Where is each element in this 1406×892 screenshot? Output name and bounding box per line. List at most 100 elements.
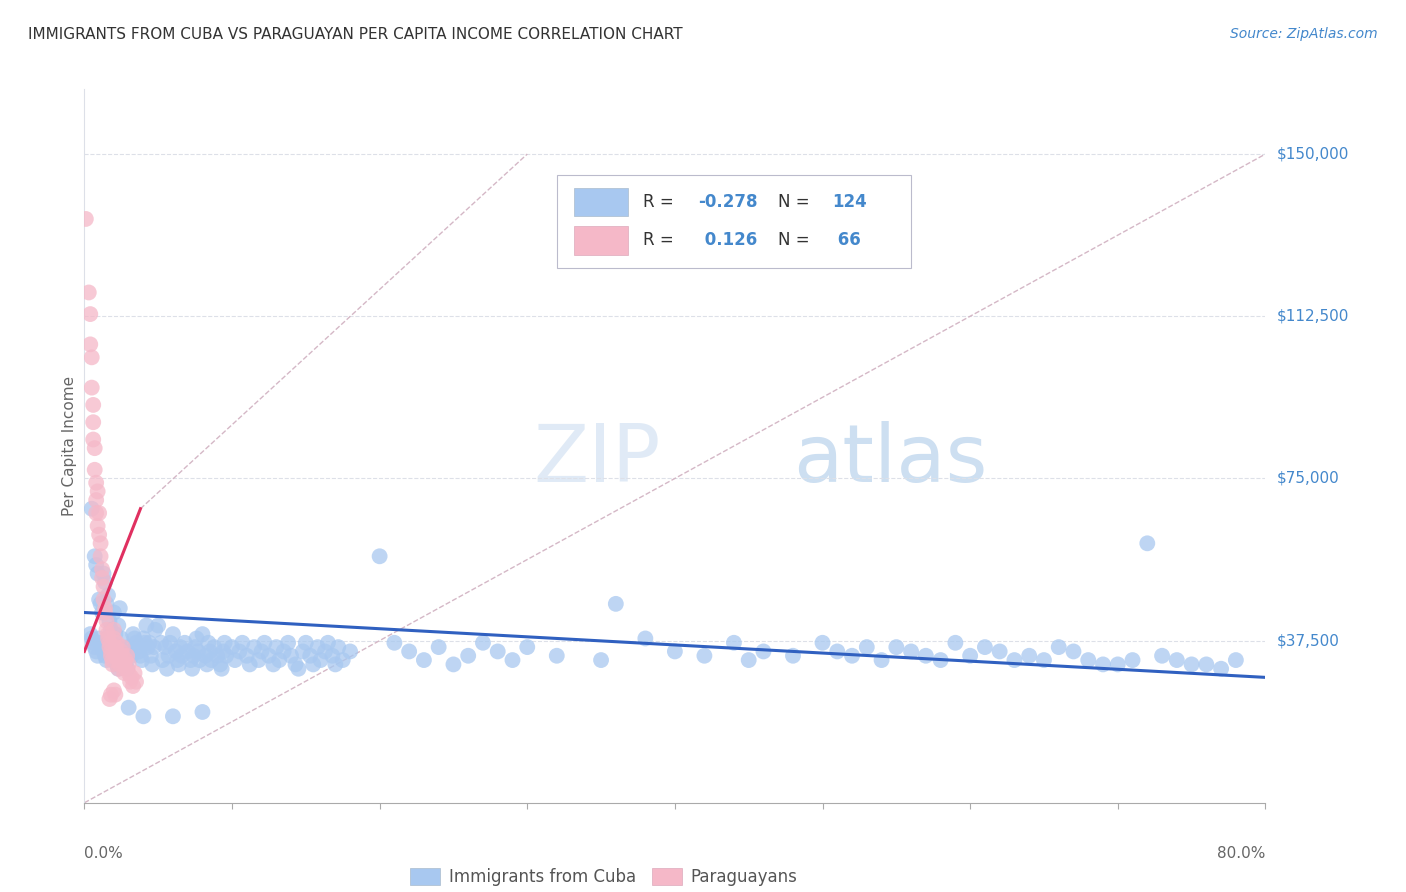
Point bbox=[108, 601, 131, 615]
Point bbox=[84, 475, 107, 490]
Point bbox=[295, 636, 318, 650]
Point bbox=[247, 653, 270, 667]
Point bbox=[1195, 657, 1218, 672]
Point bbox=[1018, 648, 1040, 663]
Point bbox=[398, 644, 420, 658]
Point bbox=[96, 623, 118, 637]
Point bbox=[1091, 657, 1114, 672]
Point bbox=[191, 705, 214, 719]
Point bbox=[87, 592, 111, 607]
Point bbox=[827, 644, 849, 658]
Point bbox=[103, 632, 125, 646]
Point bbox=[91, 562, 114, 576]
Point bbox=[516, 640, 538, 654]
Point bbox=[135, 618, 157, 632]
Point bbox=[870, 653, 893, 667]
Point bbox=[198, 644, 221, 658]
Point bbox=[101, 653, 124, 667]
Point bbox=[104, 648, 127, 663]
Point bbox=[115, 662, 138, 676]
Point bbox=[94, 575, 117, 590]
Point bbox=[472, 636, 495, 650]
Point bbox=[118, 666, 141, 681]
Point bbox=[101, 636, 124, 650]
Point bbox=[98, 636, 121, 650]
Point bbox=[811, 636, 834, 650]
Point bbox=[280, 648, 302, 663]
Point bbox=[291, 644, 314, 658]
Point bbox=[501, 653, 523, 667]
Point bbox=[110, 644, 132, 658]
Point bbox=[121, 648, 143, 663]
Point bbox=[84, 493, 107, 508]
Point bbox=[79, 307, 101, 321]
Point bbox=[239, 657, 262, 672]
Point bbox=[886, 640, 908, 654]
Point bbox=[269, 653, 291, 667]
Point bbox=[91, 571, 114, 585]
Point bbox=[264, 640, 288, 654]
Point bbox=[94, 601, 117, 615]
Point bbox=[90, 549, 112, 564]
Point bbox=[96, 597, 118, 611]
Y-axis label: Per Capita Income: Per Capita Income bbox=[62, 376, 77, 516]
Point bbox=[111, 648, 134, 663]
Point bbox=[105, 644, 128, 658]
Text: 0.0%: 0.0% bbox=[84, 846, 124, 861]
Point bbox=[180, 653, 202, 667]
Point bbox=[93, 580, 115, 594]
Point bbox=[169, 640, 191, 654]
Point bbox=[262, 657, 284, 672]
Point bbox=[194, 648, 217, 663]
Point bbox=[82, 398, 104, 412]
Point bbox=[156, 662, 179, 676]
Point bbox=[221, 640, 243, 654]
Point bbox=[191, 627, 214, 641]
Point bbox=[87, 527, 111, 541]
Point bbox=[181, 662, 204, 676]
Point bbox=[110, 632, 132, 646]
Point bbox=[368, 549, 391, 564]
Point bbox=[101, 657, 124, 672]
Point bbox=[97, 632, 120, 646]
FancyBboxPatch shape bbox=[575, 187, 627, 216]
Legend: Immigrants from Cuba, Paraguayans: Immigrants from Cuba, Paraguayans bbox=[404, 861, 804, 892]
Point bbox=[114, 657, 136, 672]
Point bbox=[284, 657, 307, 672]
Point bbox=[277, 636, 299, 650]
Point bbox=[187, 644, 209, 658]
Point bbox=[973, 640, 995, 654]
Point bbox=[107, 662, 129, 676]
Point bbox=[110, 653, 132, 667]
Point bbox=[1063, 644, 1085, 658]
Point bbox=[131, 653, 153, 667]
Point bbox=[1225, 653, 1247, 667]
Point bbox=[80, 351, 103, 365]
Point bbox=[605, 597, 627, 611]
Point bbox=[157, 648, 180, 663]
Point bbox=[93, 644, 115, 658]
Point bbox=[173, 636, 195, 650]
Point bbox=[111, 640, 134, 654]
Point bbox=[134, 636, 156, 650]
Point bbox=[959, 648, 981, 663]
Point bbox=[115, 648, 138, 663]
Point bbox=[212, 644, 235, 658]
Point bbox=[235, 648, 259, 663]
Point bbox=[382, 636, 406, 650]
Point bbox=[75, 211, 97, 226]
Point bbox=[224, 653, 246, 667]
Point bbox=[316, 636, 339, 650]
Point bbox=[152, 653, 174, 667]
Point bbox=[132, 709, 155, 723]
Point bbox=[546, 648, 568, 663]
Point bbox=[107, 653, 129, 667]
Point bbox=[87, 632, 111, 646]
Point bbox=[148, 618, 170, 632]
Point bbox=[80, 501, 103, 516]
Point bbox=[87, 506, 111, 520]
Point bbox=[1107, 657, 1129, 672]
Point bbox=[97, 588, 120, 602]
Point bbox=[457, 648, 479, 663]
Point bbox=[93, 566, 115, 581]
